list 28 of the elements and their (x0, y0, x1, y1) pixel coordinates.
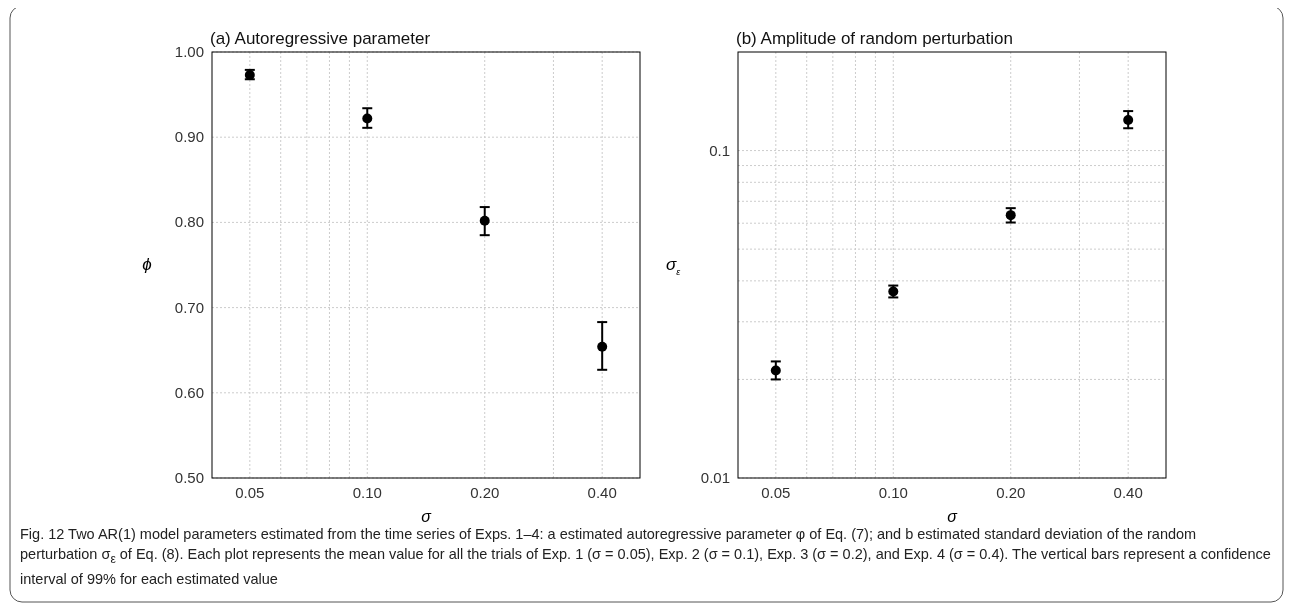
x-axis-title: σ (421, 508, 433, 525)
x-tick-label: 0.20 (470, 484, 500, 501)
y-axis-title: ϕ (142, 255, 152, 274)
x-tick-label: 0.10 (352, 484, 382, 501)
caption: Fig. 12 Two AR(1) model parameters estimated from the time series of Exps. 1–4: a estimated autoregressive parameter φ of Eq. (7); and b estimated standard deviation of the random perturbation σ$_{ε}$ of Eq. (8). Each plot represents the mean value for all the trials of Exp. 1 (σ = 0.05), Exp. 2 (σ = 0.1), Exp. 3 (σ = 0.2), and Exp. 4 (σ = 0.4). The vertical bars represent a confidence interval of 99% for each estimated value (20, 525, 1272, 589)
y-tick-label: 0.1 (709, 141, 730, 159)
x-axis-title: σ (947, 508, 959, 525)
x-tick-label: 0.05 (761, 484, 791, 501)
x-tick-label: 0.40 (1113, 484, 1143, 501)
point (770, 365, 781, 376)
y-tick-label: 0.01 (700, 469, 730, 486)
y-tick-label: 0.50 (174, 469, 204, 486)
point (597, 341, 608, 352)
x-tick-label: 0.10 (878, 484, 908, 501)
point (362, 113, 373, 124)
y-tick-label: 0.70 (174, 298, 204, 316)
y-tick-label: 0.90 (174, 128, 204, 146)
point (1123, 114, 1134, 125)
chart-title: (a) Autoregressive parameter (210, 29, 431, 48)
x-tick-label: 0.20 (996, 484, 1026, 501)
x-tick-label: 0.40 (587, 484, 617, 501)
y-axis-title: σ$_{ε}$ (665, 255, 682, 277)
y-tick-label: 0.60 (174, 383, 204, 401)
y-tick-label: 1.00 (174, 43, 204, 60)
point (479, 215, 490, 226)
y-tick-label: 0.80 (174, 213, 204, 231)
chart-title: (b) Amplitude of random perturbation (736, 29, 1013, 48)
x-tick-label: 0.05 (235, 484, 265, 501)
